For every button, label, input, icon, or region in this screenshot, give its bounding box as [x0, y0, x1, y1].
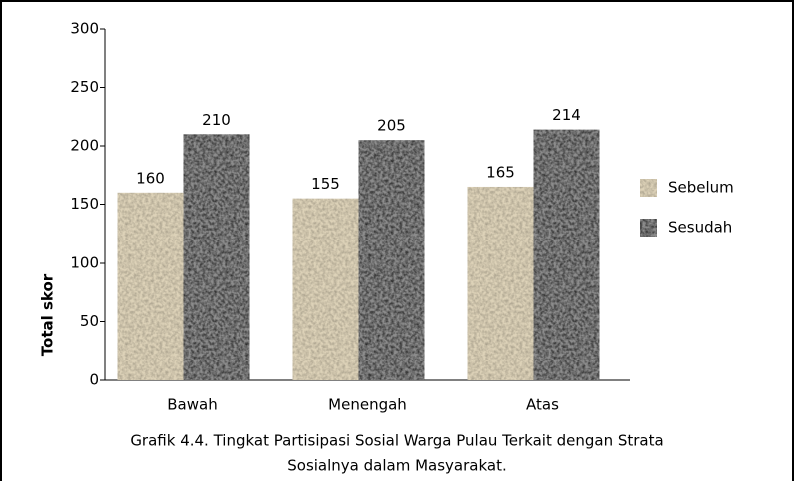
y-tick-label: 0	[89, 371, 99, 389]
value-label: 214	[552, 106, 581, 124]
y-axis-label: Total skor	[39, 273, 57, 356]
y-tick-label: 150	[70, 195, 99, 213]
legend-label: Sebelum	[668, 179, 734, 197]
value-label: 155	[311, 175, 340, 193]
bar	[183, 134, 250, 380]
x-tick-label: Menengah	[328, 396, 407, 414]
bar	[358, 140, 425, 380]
y-tick-label: 300	[70, 20, 99, 38]
legend-swatch	[640, 219, 657, 237]
y-tick-label: 200	[70, 137, 99, 155]
y-tick-label: 250	[70, 78, 99, 96]
bar	[533, 129, 600, 380]
y-tick-label: 100	[70, 254, 99, 272]
value-label: 160	[136, 169, 165, 187]
x-tick-label: Atas	[526, 396, 559, 414]
value-label: 165	[486, 163, 515, 181]
legend-swatch	[640, 179, 657, 197]
caption: Grafik 4.4. Tingkat Partisipasi Sosial W…	[130, 432, 663, 450]
value-label: 205	[377, 117, 406, 135]
value-label: 210	[202, 111, 231, 129]
bar	[117, 192, 184, 380]
legend-label: Sesudah	[668, 219, 732, 237]
caption: Sosialnya dalam Masyarakat.	[287, 457, 506, 475]
y-tick-label: 50	[80, 312, 99, 330]
x-tick-label: Bawah	[167, 396, 217, 414]
bar	[292, 198, 359, 380]
bar	[467, 186, 534, 380]
